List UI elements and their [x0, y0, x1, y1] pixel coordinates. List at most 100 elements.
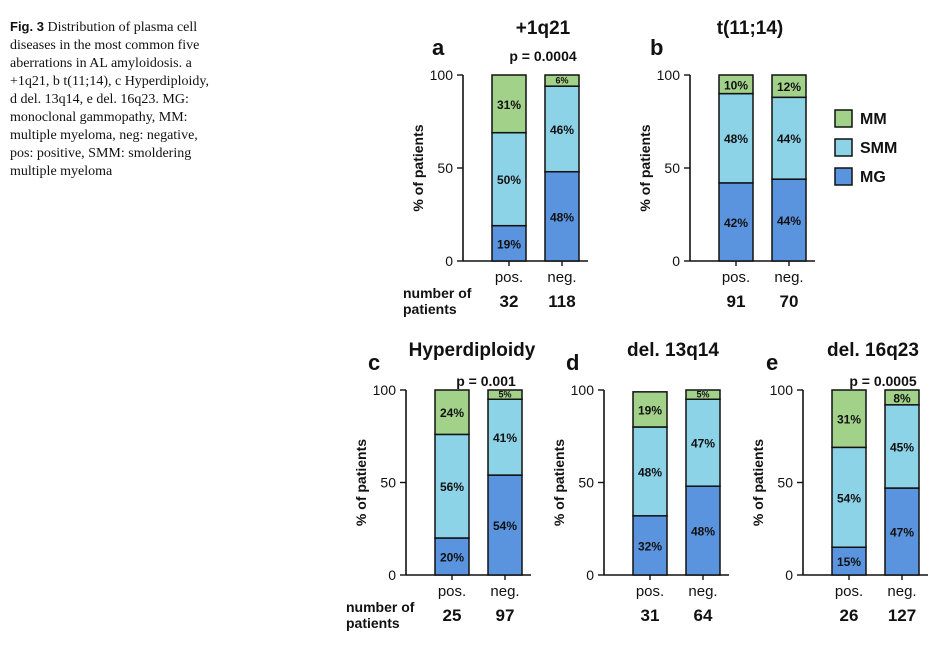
- panel-title: +1q21: [516, 18, 571, 39]
- y-tick-label: 100: [373, 382, 397, 398]
- bar-smm: [491, 131, 527, 227]
- bar-mm: [771, 74, 807, 99]
- y-tick-label: 0: [672, 253, 680, 269]
- data-label: 19%: [497, 237, 521, 251]
- y-tick-label: 50: [437, 160, 453, 176]
- panel-letter: e: [766, 350, 778, 375]
- y-tick-label: 50: [664, 160, 680, 176]
- data-label: 32%: [638, 539, 662, 553]
- bar-mg: [544, 170, 580, 262]
- data-label: 42%: [724, 216, 748, 230]
- data-label: 6%: [555, 76, 568, 86]
- data-label: 54%: [493, 519, 517, 533]
- bar-mm: [487, 389, 523, 400]
- data-label: 46%: [550, 123, 574, 137]
- bar-mm: [831, 389, 867, 449]
- data-label: 48%: [691, 525, 715, 539]
- bar-smm: [685, 398, 721, 487]
- x-tick-label: neg.: [774, 269, 803, 286]
- legend-label: MM: [860, 111, 887, 128]
- y-tick-label: 50: [380, 475, 396, 491]
- panel-title: del. 16q23: [827, 340, 919, 361]
- y-tick-label: 50: [777, 475, 793, 491]
- y-tick-label: 100: [430, 67, 454, 83]
- figure-caption: Fig. 3 Distribution of plasma cell disea…: [10, 18, 210, 181]
- bar-smm: [632, 426, 668, 517]
- bar-mm: [884, 389, 920, 406]
- bar-mg: [491, 224, 527, 262]
- data-label: 15%: [837, 555, 861, 569]
- panel-a: a +1q21 p = 0.0004 % of patients 0 50 100 19% 50…: [403, 18, 588, 317]
- panel-b: b t(11;14) % of patients 0 50 100 42% 48% 10% pos…: [637, 18, 815, 311]
- x-tick-label: pos.: [438, 583, 466, 600]
- legend-label: SMM: [860, 140, 897, 157]
- row-label-line1: number of: [403, 285, 472, 301]
- data-label: 48%: [638, 465, 662, 479]
- legend-swatch-mm: [834, 109, 853, 128]
- y-tick-label: 100: [571, 382, 595, 398]
- patient-count: 127: [888, 606, 916, 625]
- y-tick-label: 0: [785, 567, 793, 583]
- row-label-line2: patients: [346, 615, 400, 631]
- patient-count: 31: [641, 606, 660, 625]
- bar-mm: [718, 74, 754, 95]
- y-tick-label: 100: [770, 382, 794, 398]
- data-label: 44%: [777, 214, 801, 228]
- bar-smm: [831, 446, 867, 549]
- panel-title: t(11;14): [717, 18, 784, 39]
- patient-count: 26: [840, 606, 859, 625]
- data-label: 41%: [493, 431, 517, 445]
- y-axis-label: % of patients: [353, 439, 369, 526]
- patient-count: 25: [443, 606, 462, 625]
- bar-mm: [685, 389, 721, 400]
- data-label: 56%: [440, 480, 464, 494]
- y-tick-label: 0: [445, 253, 453, 269]
- p-value: p = 0.001: [456, 373, 516, 389]
- panel-title: Hyperdiploidy: [409, 340, 536, 361]
- data-label: 20%: [440, 551, 464, 565]
- bar-mg: [771, 178, 807, 262]
- data-label: 54%: [837, 491, 861, 505]
- data-label: 48%: [550, 210, 574, 224]
- bar-smm: [544, 85, 580, 173]
- patient-count: 64: [694, 606, 713, 625]
- bar-mm: [434, 389, 470, 436]
- y-tick-label: 0: [388, 567, 396, 583]
- x-tick-label: pos.: [835, 583, 863, 600]
- patient-count: 97: [496, 606, 515, 625]
- row-label-line1: number of: [346, 599, 415, 615]
- x-tick-label: neg.: [688, 583, 717, 600]
- panel-title: del. 13q14: [627, 340, 719, 361]
- bar-mg: [685, 485, 721, 576]
- y-tick-label: 50: [578, 475, 594, 491]
- data-label: 47%: [890, 526, 914, 540]
- x-tick-label: neg.: [547, 269, 576, 286]
- y-tick-label: 100: [657, 67, 681, 83]
- y-axis-label: % of patients: [551, 439, 567, 526]
- legend-label: MG: [860, 169, 886, 186]
- panel-letter: c: [368, 350, 380, 375]
- panel-letter: d: [566, 350, 579, 375]
- p-value: p = 0.0005: [849, 373, 917, 389]
- data-label: 24%: [440, 406, 464, 420]
- panel-c: c Hyperdiploidy p = 0.001 % of patients 0 50 1…: [346, 340, 536, 631]
- x-tick-label: pos.: [722, 269, 750, 286]
- y-axis-label: % of patients: [750, 439, 766, 526]
- data-label: 19%: [638, 403, 662, 417]
- y-tick-label: 0: [586, 567, 594, 583]
- data-label: 5%: [498, 390, 511, 400]
- legend: MM SMM MG: [834, 109, 897, 186]
- x-tick-label: neg.: [490, 583, 519, 600]
- y-axis-label: % of patients: [637, 124, 653, 211]
- data-label: 48%: [724, 132, 748, 146]
- data-label: 31%: [837, 413, 861, 427]
- x-tick-label: pos.: [495, 269, 523, 286]
- bar-mm: [544, 74, 580, 87]
- data-label: 31%: [497, 98, 521, 112]
- legend-swatch-mg: [834, 167, 853, 186]
- bar-mg: [632, 515, 668, 576]
- caption-label: Fig. 3: [10, 19, 44, 34]
- bar-mm: [491, 74, 527, 134]
- bar-mm: [632, 391, 668, 428]
- data-label: 12%: [777, 80, 801, 94]
